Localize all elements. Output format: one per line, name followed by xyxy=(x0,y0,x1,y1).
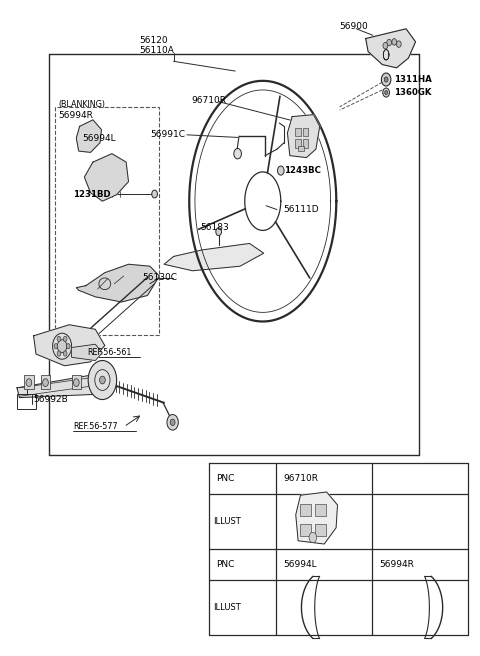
Circle shape xyxy=(383,43,388,49)
Circle shape xyxy=(152,190,157,198)
Bar xyxy=(55,107,159,335)
Circle shape xyxy=(88,361,117,400)
Text: 56992B: 56992B xyxy=(34,395,68,404)
Bar xyxy=(72,375,81,389)
Text: 56994L: 56994L xyxy=(83,134,116,142)
Circle shape xyxy=(66,344,70,349)
Circle shape xyxy=(387,39,392,46)
Bar xyxy=(300,504,311,516)
Text: 56111D: 56111D xyxy=(284,205,319,214)
Circle shape xyxy=(234,148,241,159)
Circle shape xyxy=(57,337,61,342)
Bar xyxy=(300,524,311,535)
Text: 56130C: 56130C xyxy=(143,274,178,283)
Polygon shape xyxy=(288,115,320,157)
Bar xyxy=(17,394,36,409)
Text: (BLANKING): (BLANKING) xyxy=(59,100,106,110)
Circle shape xyxy=(57,351,61,356)
Circle shape xyxy=(277,166,284,175)
Bar xyxy=(302,128,308,136)
Polygon shape xyxy=(366,29,416,68)
Text: ILLUST: ILLUST xyxy=(213,603,240,612)
Circle shape xyxy=(43,379,48,386)
Bar xyxy=(41,375,50,389)
Circle shape xyxy=(99,376,105,384)
Bar xyxy=(24,375,34,389)
Text: 56110A: 56110A xyxy=(139,46,174,54)
Circle shape xyxy=(309,532,317,543)
Bar xyxy=(315,504,326,516)
Polygon shape xyxy=(84,154,129,201)
Circle shape xyxy=(57,340,67,353)
Circle shape xyxy=(54,344,58,349)
Circle shape xyxy=(383,88,389,97)
Text: 56994R: 56994R xyxy=(59,111,94,120)
Text: REF.56-577: REF.56-577 xyxy=(73,422,118,432)
Polygon shape xyxy=(76,264,159,302)
Bar xyxy=(315,524,326,535)
Polygon shape xyxy=(17,375,102,398)
Text: 56183: 56183 xyxy=(201,222,229,232)
Text: ILLUST: ILLUST xyxy=(213,517,240,525)
Circle shape xyxy=(384,77,388,82)
Circle shape xyxy=(63,351,67,356)
Text: 96710R: 96710R xyxy=(192,96,227,105)
Circle shape xyxy=(63,337,67,342)
Circle shape xyxy=(382,73,391,86)
Polygon shape xyxy=(76,120,101,152)
Circle shape xyxy=(384,91,387,94)
Bar xyxy=(295,139,301,148)
Circle shape xyxy=(392,39,396,45)
Polygon shape xyxy=(164,243,264,271)
Circle shape xyxy=(216,228,221,236)
Circle shape xyxy=(26,379,32,386)
Bar xyxy=(298,146,303,151)
Text: 56900: 56900 xyxy=(340,22,368,31)
Circle shape xyxy=(396,41,401,47)
Circle shape xyxy=(73,379,79,386)
Text: 56120: 56120 xyxy=(139,36,168,45)
Polygon shape xyxy=(72,344,102,361)
Text: 56994R: 56994R xyxy=(379,560,414,569)
Polygon shape xyxy=(296,492,337,544)
Text: 1243BC: 1243BC xyxy=(284,166,321,175)
Text: 56991C: 56991C xyxy=(150,131,185,139)
Circle shape xyxy=(167,415,179,430)
Text: PNC: PNC xyxy=(216,560,235,569)
Bar xyxy=(302,139,308,148)
Polygon shape xyxy=(34,325,105,366)
Text: 1360GK: 1360GK xyxy=(394,88,432,97)
Text: 56994L: 56994L xyxy=(284,560,317,569)
Text: PNC: PNC xyxy=(216,474,235,483)
Text: 1231BD: 1231BD xyxy=(73,190,110,199)
Text: 1311HA: 1311HA xyxy=(394,75,432,84)
Circle shape xyxy=(170,419,175,426)
Text: 96710R: 96710R xyxy=(284,474,319,483)
Text: REF.56-561: REF.56-561 xyxy=(87,348,132,358)
Bar xyxy=(295,128,301,136)
